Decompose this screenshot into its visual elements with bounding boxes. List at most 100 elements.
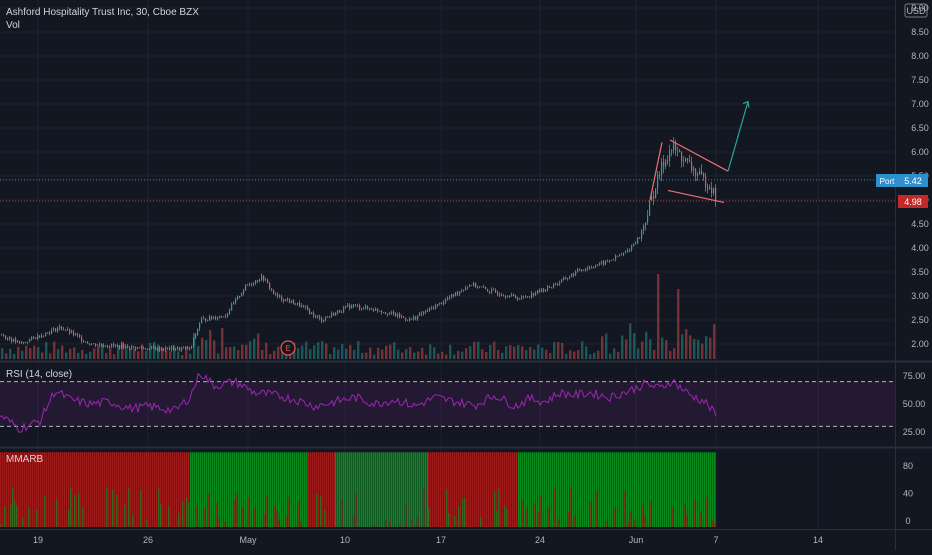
volume-bar xyxy=(217,353,220,359)
candle-body xyxy=(103,345,105,347)
mmarb-bar xyxy=(552,452,554,527)
mmarb-bar xyxy=(8,452,10,527)
mmarb-bar xyxy=(74,452,76,527)
mmarb-bar xyxy=(144,452,146,527)
candle-body xyxy=(375,308,377,311)
mmarb-streak xyxy=(411,519,413,527)
candle-body xyxy=(147,349,149,351)
mmarb-bar xyxy=(292,452,294,527)
time-tick-label: 24 xyxy=(535,535,545,545)
candle-body xyxy=(385,312,387,314)
mmarb-bar xyxy=(304,452,306,527)
mmarb-bar xyxy=(488,452,490,527)
volume-bar xyxy=(565,353,568,359)
mmarb-streak xyxy=(16,505,18,527)
candle-body xyxy=(621,254,623,256)
volume-bar xyxy=(321,341,324,359)
mmarb-bar xyxy=(442,452,444,527)
mmarb-bar xyxy=(78,452,80,527)
volume-bar xyxy=(169,351,172,359)
candle-body xyxy=(435,305,437,309)
volume-bar xyxy=(153,342,156,359)
rsi-line[interactable] xyxy=(0,372,717,433)
mmarb-bar xyxy=(580,452,582,527)
mmarb-bar xyxy=(411,452,413,527)
candle-body xyxy=(109,346,111,348)
time-axis[interactable]: 19 26 May 10 17 24 Jun 7 14 xyxy=(33,535,823,545)
candle-body xyxy=(95,343,97,346)
candle-body xyxy=(149,348,151,350)
volume-bar xyxy=(677,289,680,359)
candle-body xyxy=(13,338,15,342)
mmarb-bar xyxy=(480,452,482,527)
mmarb-bar xyxy=(536,452,538,527)
rsi-label[interactable]: RSI (14, close) xyxy=(6,369,72,380)
candle-body xyxy=(569,276,571,279)
flag-pattern-line[interactable] xyxy=(649,142,663,201)
candle-body xyxy=(237,296,239,300)
mmarb-bar xyxy=(490,452,492,527)
volume-bar xyxy=(265,342,268,359)
candle-body xyxy=(325,317,327,320)
earnings-marker[interactable]: E xyxy=(280,340,296,356)
mmarb-bar xyxy=(242,452,244,527)
mmarb-bar xyxy=(262,452,264,527)
volume-bar xyxy=(9,348,12,359)
mmarb-bar xyxy=(456,452,458,527)
candle-body xyxy=(211,316,213,319)
mmarb-bar xyxy=(218,452,220,527)
mmarb-streak xyxy=(286,516,288,527)
candle-body xyxy=(321,318,323,322)
candle-body xyxy=(449,297,451,299)
mmarb-bar xyxy=(14,452,16,527)
mmarb-bar xyxy=(96,452,98,527)
mmarb-bar xyxy=(156,452,158,527)
candle-body xyxy=(45,332,47,337)
candle-body xyxy=(253,283,255,285)
mmarb-bar xyxy=(642,452,644,527)
flag-pattern-line[interactable] xyxy=(669,139,729,172)
volume-bar xyxy=(465,348,468,359)
volume-bar xyxy=(13,353,16,359)
candle-body xyxy=(675,143,677,151)
mmarb-bar xyxy=(246,452,248,527)
projection-arrow[interactable] xyxy=(727,101,749,172)
candle-body xyxy=(19,340,21,343)
volume-bar xyxy=(373,354,376,359)
volume-bar xyxy=(17,346,20,359)
volume-bar xyxy=(501,352,504,359)
volume-bar xyxy=(129,348,132,359)
candle-body xyxy=(187,347,189,350)
mmarb-bar xyxy=(474,452,476,527)
candle-body xyxy=(373,310,375,311)
symbol-title[interactable]: Ashford Hospitality Trust Inc, 30, Cboe … xyxy=(6,7,199,18)
mmarb-bar xyxy=(102,452,104,527)
candle-body xyxy=(111,344,113,347)
mmarb-bar xyxy=(430,452,432,527)
current-price-badge[interactable]: Port 5.42 xyxy=(876,174,928,187)
mmarb-label[interactable]: MMARB xyxy=(6,454,44,465)
candle-body xyxy=(31,336,33,340)
volume-bar xyxy=(585,346,588,359)
candle-body xyxy=(43,335,45,337)
candle-body xyxy=(589,266,591,269)
candle-body xyxy=(537,289,539,294)
volume-bar xyxy=(245,344,248,359)
volume-bar xyxy=(457,351,460,359)
support-price-badge[interactable]: 4.98 xyxy=(898,195,928,208)
flag-pattern-line[interactable] xyxy=(667,189,725,203)
volume-bar xyxy=(137,351,140,359)
mmarb-bar xyxy=(492,452,494,527)
volume-label[interactable]: Vol xyxy=(6,20,20,31)
candle-body xyxy=(303,305,305,307)
mmarb-bar xyxy=(256,452,258,527)
volume-bar xyxy=(317,342,320,359)
currency-badge[interactable] xyxy=(904,3,928,18)
mmarb-bar xyxy=(452,452,454,527)
candle-body xyxy=(591,266,593,268)
mmarb-bar xyxy=(367,452,369,527)
mmarb-bar xyxy=(706,452,708,527)
candle-body xyxy=(55,328,57,332)
mmarb-bar xyxy=(172,452,174,527)
volume-bar xyxy=(297,348,300,359)
